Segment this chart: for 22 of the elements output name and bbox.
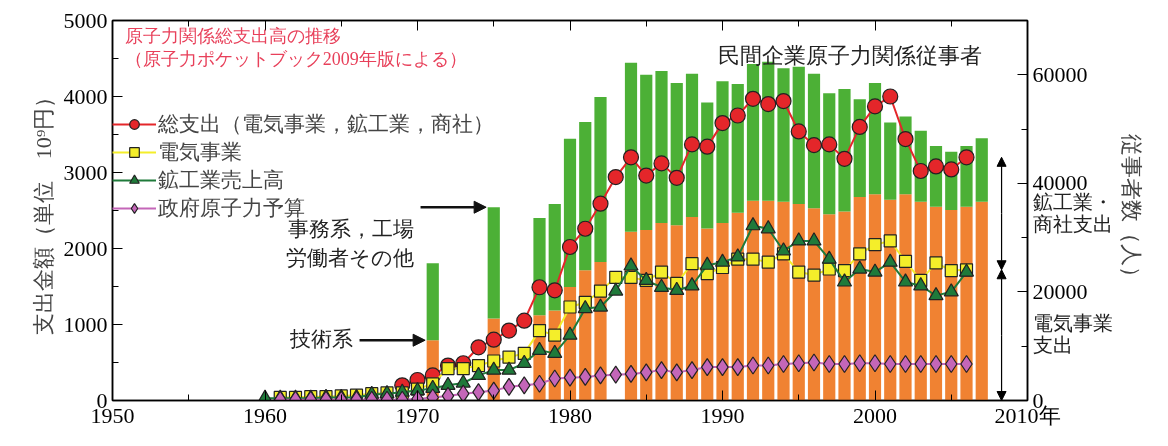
y-tick-label: 1000 — [63, 311, 108, 337]
x-tick-label: 1980 — [548, 402, 592, 428]
x-tick-label: 2000 — [853, 402, 897, 428]
text: （原子力ポケットブック2009年版による） — [124, 49, 467, 69]
y-tick-label: 4000 — [63, 83, 108, 109]
y2-tick-label: 60000 — [1032, 61, 1088, 87]
annotation: 技術系 — [289, 326, 354, 351]
chart-title: 原子力関係総支出高の推移 — [124, 26, 341, 47]
y-axis-title: 支出金額（単位 10⁹円） — [30, 85, 56, 336]
x-tick-label: 1960 — [243, 402, 287, 428]
y-tick-label: 3000 — [63, 159, 108, 185]
y2-tick-label: 20000 — [1032, 278, 1088, 304]
y-tick-label: 5000 — [63, 7, 108, 33]
y2-axis-title: 従事者数（人） — [1118, 133, 1144, 288]
text: 電気事業支出 — [1033, 312, 1113, 356]
legend-label: 電気事業 — [158, 139, 242, 166]
x-tick-label: 1990 — [700, 402, 745, 428]
annotation: 民間企業原子力関係従事者 — [717, 43, 982, 69]
legend-label: 鉱工業売上高 — [158, 167, 284, 194]
legend-label: 総支出（電気事業，鉱工業，商社） — [158, 111, 494, 138]
x-tick-label: 1970 — [395, 402, 440, 428]
y-tick-label: 2000 — [63, 235, 108, 261]
